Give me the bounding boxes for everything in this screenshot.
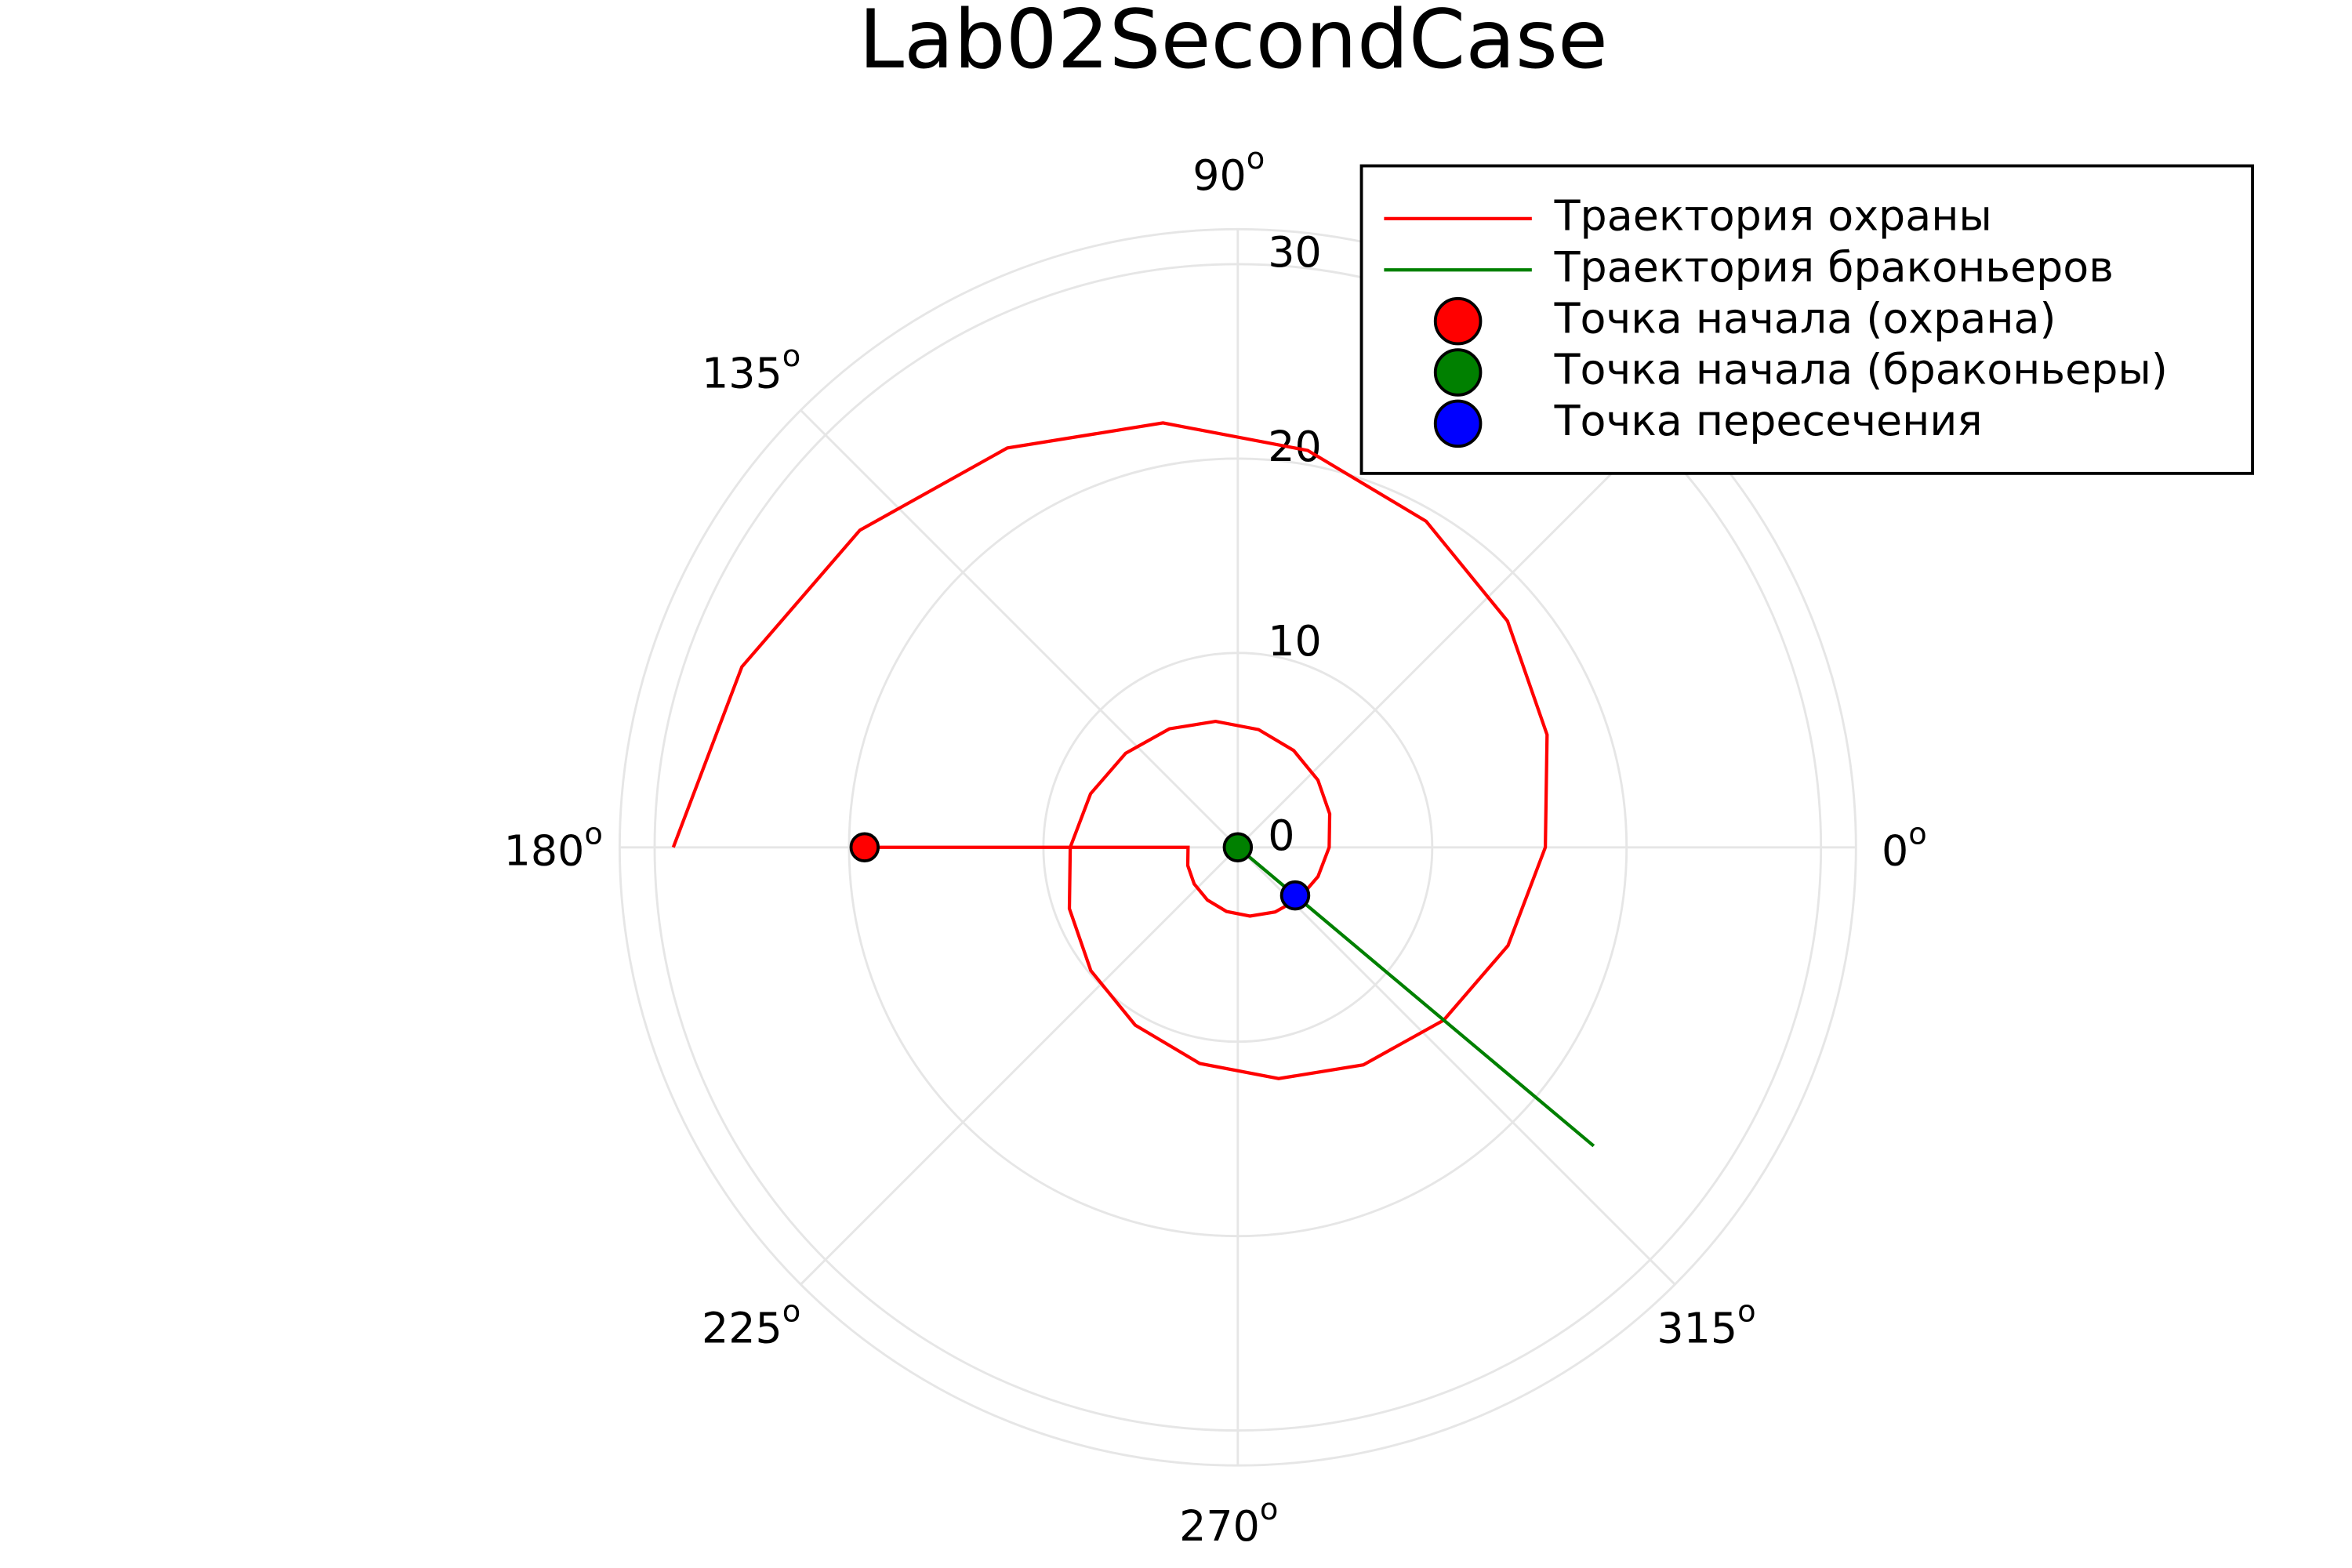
theta-tick-label: 90o <box>1192 140 1265 199</box>
grid-spoke <box>1236 846 1676 1286</box>
r-tick-label: 10 <box>1268 616 1322 666</box>
degree-mark: o <box>782 339 801 374</box>
legend-box <box>1359 164 2254 475</box>
theta-tick-label: 135o <box>702 339 800 397</box>
theta-tick-label: 270o <box>1179 1491 1278 1550</box>
chart-title: Lab02SecondCase <box>858 0 1608 87</box>
theta-tick-value: 315 <box>1657 1303 1737 1352</box>
legend-label: Точка пересечения <box>1554 396 1983 445</box>
theta-tick-value: 270 <box>1179 1501 1260 1551</box>
trajectory-line <box>671 421 1549 1080</box>
legend-marker <box>1433 296 1483 346</box>
theta-tick-value: 135 <box>702 348 782 397</box>
legend-marker <box>1433 348 1483 397</box>
degree-mark: o <box>1247 140 1265 176</box>
legend-marker <box>1433 399 1483 448</box>
theta-tick-label: 225o <box>702 1294 800 1352</box>
degree-mark: o <box>1908 816 1927 851</box>
point-marker <box>1222 832 1254 862</box>
point-marker <box>849 832 880 862</box>
r-tick-label: 0 <box>1268 811 1294 860</box>
theta-tick-label: 315o <box>1657 1294 1755 1352</box>
theta-tick-label: 0o <box>1882 816 1927 875</box>
theta-tick-value: 180 <box>504 826 585 875</box>
theta-tick-value: 0 <box>1882 826 1908 875</box>
grid-spoke <box>800 846 1239 1286</box>
legend-label: Точка начала (охрана) <box>1554 293 2056 343</box>
theta-tick-label: 180o <box>504 816 603 875</box>
degree-mark: o <box>1737 1294 1756 1329</box>
theta-tick-value: 225 <box>702 1303 782 1352</box>
degree-mark: o <box>1260 1491 1279 1526</box>
degree-mark: o <box>584 816 603 851</box>
theta-tick-value: 90 <box>1192 151 1247 200</box>
legend-label: Траектория браконьеров <box>1554 242 2114 292</box>
degree-mark: o <box>782 1294 801 1329</box>
r-tick-label: 30 <box>1268 227 1322 277</box>
grid-spoke <box>800 409 1239 848</box>
legend-label: Траектория охраны <box>1554 191 1992 240</box>
legend-label: Точка начала (браконьеры) <box>1554 345 2168 394</box>
grid-spoke <box>1236 409 1676 848</box>
point-marker <box>1279 880 1311 911</box>
